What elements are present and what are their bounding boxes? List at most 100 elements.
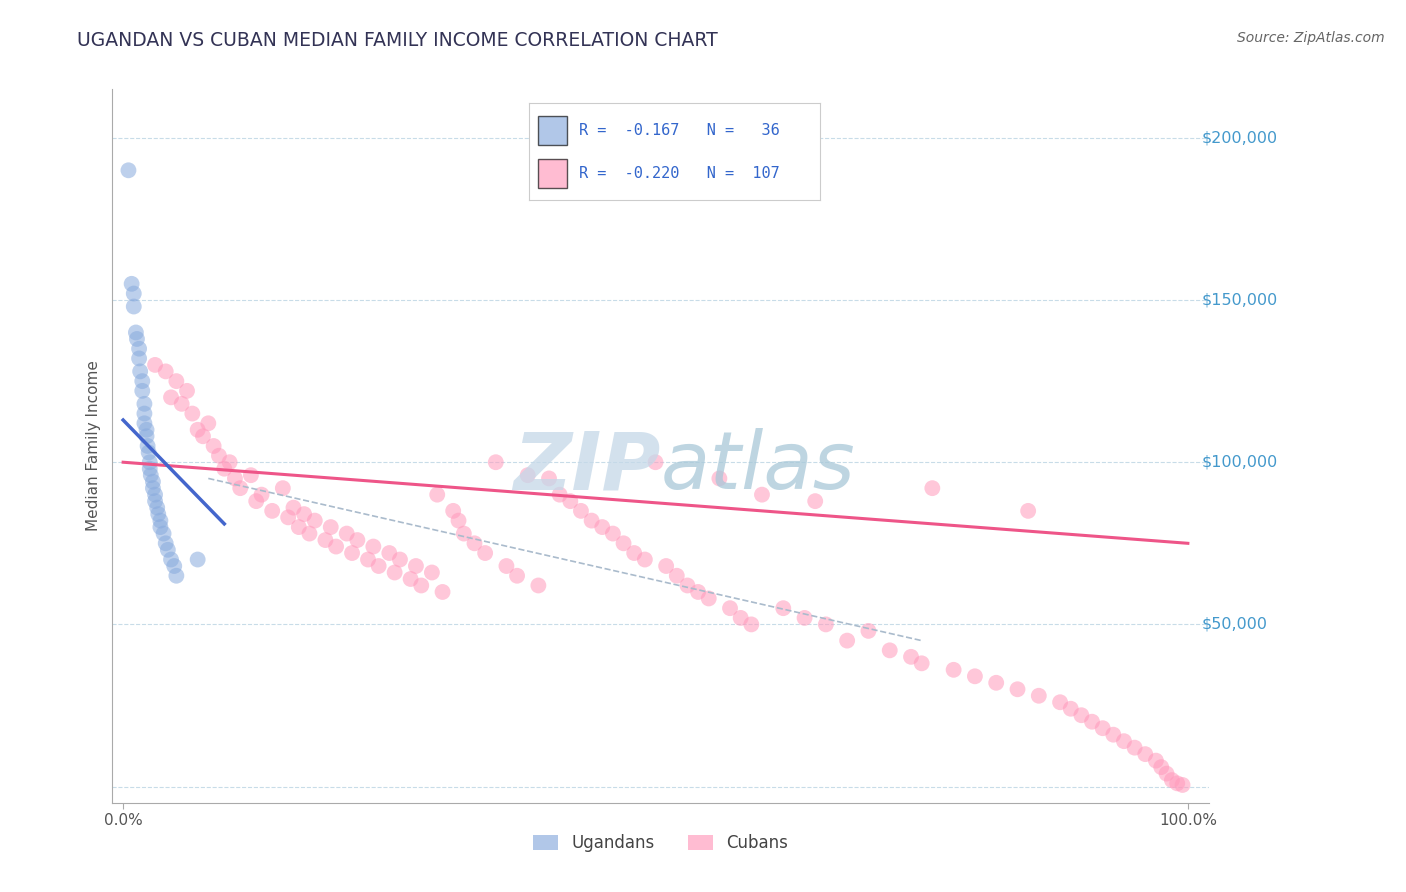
Point [139, 468, 162, 483]
Point [156, 542, 179, 557]
Point [602, 526, 624, 541]
Point [128, 351, 150, 366]
Point [277, 510, 299, 524]
Point [447, 514, 470, 528]
Point [718, 601, 741, 615]
Point [160, 552, 183, 566]
Point [1166, 776, 1188, 790]
Point [772, 601, 794, 615]
Point [1156, 766, 1178, 780]
Point [676, 578, 699, 592]
Point [214, 461, 236, 475]
Point [250, 488, 273, 502]
Text: ZIP: ZIP [513, 428, 661, 507]
Point [697, 591, 720, 606]
Point [665, 568, 688, 582]
Point [1112, 734, 1135, 748]
Point [1102, 728, 1125, 742]
Text: $200,000: $200,000 [1202, 130, 1278, 145]
Point [709, 471, 731, 485]
Point [131, 374, 153, 388]
Point [149, 514, 172, 528]
Point [560, 494, 582, 508]
Point [986, 675, 1008, 690]
Point [367, 559, 389, 574]
Point [152, 526, 174, 541]
Point [134, 407, 156, 421]
Point [378, 546, 401, 560]
Point [858, 624, 880, 638]
Point [623, 546, 645, 560]
Point [136, 439, 159, 453]
Text: UGANDAN VS CUBAN MEDIAN FAMILY INCOME CORRELATION CHART: UGANDAN VS CUBAN MEDIAN FAMILY INCOME CO… [77, 31, 718, 50]
Point [441, 504, 464, 518]
Text: Source: ZipAtlas.com: Source: ZipAtlas.com [1237, 31, 1385, 45]
Point [1028, 689, 1050, 703]
Y-axis label: Median Family Income: Median Family Income [86, 360, 101, 532]
Point [474, 546, 496, 560]
Point [432, 585, 454, 599]
Point [143, 358, 166, 372]
Text: atlas: atlas [661, 428, 856, 507]
Point [399, 572, 422, 586]
Point [131, 384, 153, 398]
Point [740, 617, 762, 632]
Point [139, 461, 162, 475]
Point [134, 417, 156, 431]
Point [139, 455, 162, 469]
Point [125, 326, 148, 340]
Point [336, 526, 359, 541]
Point [1060, 702, 1083, 716]
Point [911, 657, 934, 671]
Point [125, 332, 148, 346]
Text: $100,000: $100,000 [1202, 455, 1278, 470]
Point [122, 300, 145, 314]
Point [239, 468, 262, 483]
Point [325, 540, 347, 554]
Point [1160, 773, 1182, 788]
Point [634, 552, 657, 566]
Point [730, 611, 752, 625]
Point [283, 500, 305, 515]
Point [187, 552, 209, 566]
Point [1123, 740, 1146, 755]
Point [202, 439, 225, 453]
Point [191, 429, 214, 443]
Point [146, 500, 169, 515]
Point [304, 514, 326, 528]
Point [1171, 778, 1194, 792]
Point [121, 277, 143, 291]
Point [142, 475, 165, 489]
Point [155, 536, 177, 550]
Point [921, 481, 943, 495]
Point [963, 669, 986, 683]
Point [160, 390, 183, 404]
Point [176, 384, 198, 398]
Point [135, 423, 157, 437]
Point [591, 520, 613, 534]
Point [143, 494, 166, 508]
Point [271, 481, 294, 495]
Point [426, 488, 449, 502]
Point [384, 566, 406, 580]
Point [900, 649, 922, 664]
Point [420, 566, 443, 580]
Point [218, 455, 240, 469]
Point [569, 504, 592, 518]
Text: $150,000: $150,000 [1202, 293, 1278, 308]
Point [537, 471, 560, 485]
Point [314, 533, 336, 547]
Point [793, 611, 815, 625]
Point [122, 286, 145, 301]
Point [814, 617, 837, 632]
Point [165, 374, 187, 388]
Point [506, 568, 529, 582]
Point [138, 445, 160, 459]
Point [229, 481, 252, 495]
Point [644, 455, 666, 469]
Point [292, 507, 315, 521]
Point [837, 633, 859, 648]
Point [1070, 708, 1092, 723]
Point [363, 540, 385, 554]
Point [1135, 747, 1157, 761]
